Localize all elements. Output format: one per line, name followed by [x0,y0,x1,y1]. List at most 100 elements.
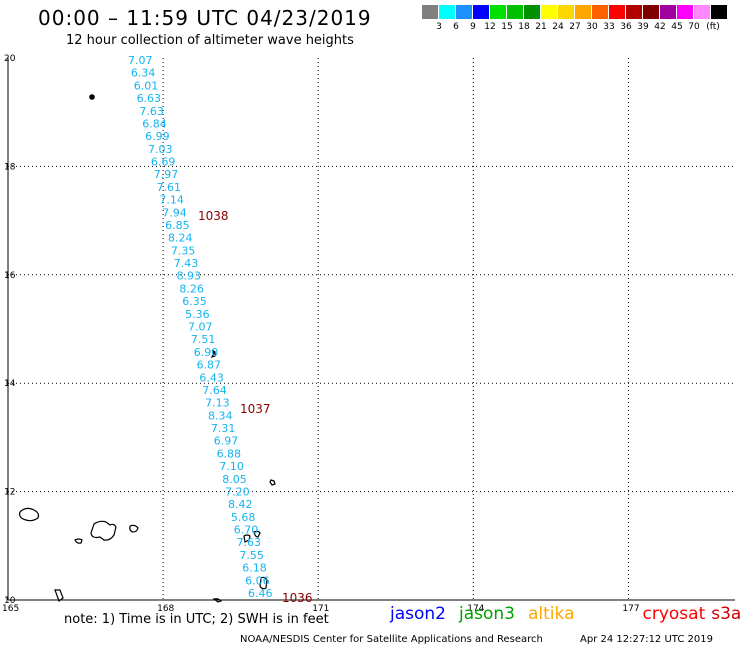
wave-height-value: 7.63 [139,105,164,118]
colorbar-label: 33 [603,22,615,32]
wave-height-value: 6.06 [245,574,270,587]
colorbar-label: 15 [501,22,513,32]
latitude-label: 18 [4,162,16,172]
legend-item-cryosat: cryosat [642,604,706,624]
wave-height-value: 7.94 [162,206,187,219]
wave-height-value: 7.35 [171,244,196,257]
legend-item-jason3: jason3 [459,604,515,624]
wave-height-value: 6.46 [248,587,273,600]
colorbar-swatch [609,5,625,19]
island-outline [259,576,268,590]
map-title: 00:00 – 11:59 UTC 04/23/2019 [38,6,372,30]
wave-height-value: 5.36 [185,308,210,321]
longitude-label: 165 [2,604,19,614]
satellite-legend: jason2 jason3 altika cryosat s3a [390,604,740,624]
wave-height-value: 7.43 [174,257,199,270]
wave-height-value: 8.34 [208,409,233,422]
island-outline [253,530,261,538]
pressure-labels: 1038 1037 1036 [198,209,313,605]
island-outline [243,534,251,543]
wave-height-value: 6.97 [214,435,239,448]
colorbar-swatch [677,5,693,19]
wave-height-value: 7.63 [237,536,261,549]
wave-height-value: 7.07 [128,54,153,67]
colorbar-label: 42 [654,22,666,32]
wave-height-value: 7.64 [202,384,227,397]
colorbar-swatch [422,5,438,19]
wave-height-value: 8.24 [168,232,193,245]
colorbar-label: 21 [535,22,547,32]
wave-height-value: 8.26 [179,282,204,295]
colorbar-label: 9 [470,22,476,32]
longitude-label: 174 [467,604,484,614]
colorbar-swatch [524,5,540,19]
wave-height-value: 7.03 [148,143,173,156]
wave-height-value: 6.01 [134,79,159,92]
wave-height-value: 7.07 [188,321,213,334]
latitude-label: 12 [4,488,15,498]
wave-height-value: 7.55 [239,549,264,562]
colorbar-swatch [660,5,676,19]
colorbar-swatch [711,5,727,19]
colorbar-unit: (ft) [706,22,720,32]
wave-height-value: 7.10 [219,460,244,473]
generated-timestamp: Apr 24 12:27:12 UTC 2019 [580,634,713,645]
pressure-label: 1036 [282,591,313,605]
wave-height-value: 6.35 [182,295,207,308]
wave-height-value: 8.93 [177,270,202,283]
legend-item-jason2: jason2 [390,604,446,624]
wave-height-value: 6.85 [165,219,190,232]
island-outline [19,507,40,522]
island-outline [269,479,276,486]
longitude-label: 168 [157,604,174,614]
colorbar-swatch [592,5,608,19]
colorbar-swatch [558,5,574,19]
colorbar-label: 18 [518,22,530,32]
legend-item-altika: altika [528,604,575,624]
legend-item-s3a: s3a [711,604,740,624]
wave-height-value: 6.99 [145,130,170,143]
wave-height-value: 7.61 [157,181,182,194]
wave-height-value: 6.18 [242,562,266,575]
island-outline [210,349,216,359]
colorbar-label: 3 [436,22,442,32]
wave-height-value: 5.68 [231,511,256,524]
wave-height-value: 6.63 [137,92,162,105]
colorbar-swatch [456,5,472,19]
wave-height-value: 8.42 [228,498,253,511]
island-outline [212,598,223,603]
map-subtitle: 12 hour collection of altimeter wave hei… [66,33,354,48]
wave-height-value: 6.70 [234,524,259,537]
latitude-label: 14 [4,379,16,389]
map-grid [7,58,735,601]
wave-height-value: 6.34 [131,67,156,80]
wave-height-value: 7.31 [211,422,236,435]
colorbar-swatch [541,5,557,19]
colorbar-label: 45 [671,22,683,32]
colorbar-swatch [643,5,659,19]
wave-height-value: 7.20 [225,485,250,498]
island-outline [129,524,139,533]
footnote: note: 1) Time is in UTC; 2) SWH is in fe… [64,612,329,627]
longitude-label: 177 [622,604,639,614]
wave-height-value: 6.88 [217,447,242,460]
wave-height-value: 8.05 [222,473,247,486]
wave-height-value: 7.97 [154,168,179,181]
longitude-label: 171 [312,604,329,614]
island-outline [74,538,83,544]
wave-height-value: 6.87 [197,359,222,372]
colorbar-label: 30 [586,22,598,32]
coastlines [19,94,276,603]
colorbar-swatch [490,5,506,19]
altimeter-track: 7.076.346.016.637.636.846.997.036.697.97… [128,54,273,600]
pressure-label: 1038 [198,209,229,223]
wave-height-value: 6.69 [151,156,176,169]
credit-line: NOAA/NESDIS Center for Satellite Applica… [240,634,543,645]
colorbar-label: 27 [569,22,581,32]
latitude-label: 20 [4,54,16,64]
latitude-label: 16 [4,271,16,281]
colorbar-label: 24 [552,22,564,32]
wave-height-value: 7.14 [159,194,184,207]
